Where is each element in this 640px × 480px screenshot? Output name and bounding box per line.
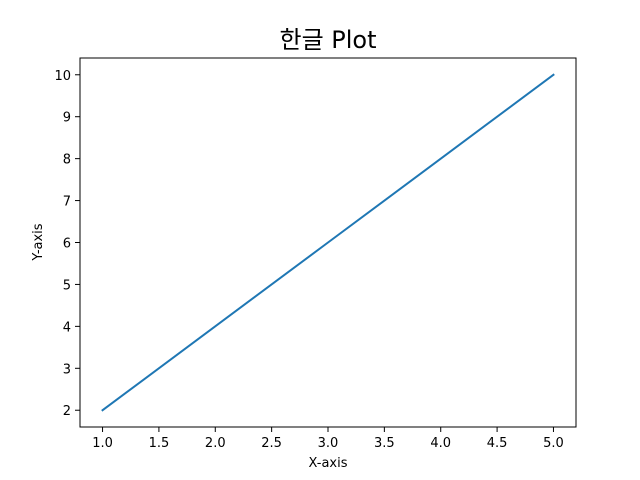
x-axis-label: X-axis bbox=[309, 456, 348, 471]
y-tick-label: 2 bbox=[63, 404, 71, 419]
x-tick-label: 1.0 bbox=[92, 436, 113, 451]
y-tick-label: 7 bbox=[63, 195, 71, 210]
y-tick-label: 6 bbox=[63, 237, 71, 252]
x-tick-label: 3.5 bbox=[374, 436, 395, 451]
series-layer bbox=[101, 73, 555, 412]
y-axis-label: Y-axis bbox=[31, 223, 46, 261]
x-tick-label: 2.0 bbox=[205, 436, 226, 451]
y-axis-ticks: 2 3 4 5 6 7 8 9 10 bbox=[54, 69, 80, 419]
x-tick-label: 4.5 bbox=[487, 436, 508, 451]
x-tick-label: 5.0 bbox=[543, 436, 564, 451]
plot-frame bbox=[79, 57, 577, 428]
y-tick-label: 9 bbox=[63, 111, 71, 126]
x-tick-label: 1.5 bbox=[149, 436, 170, 451]
y-tick-label: 8 bbox=[63, 153, 71, 168]
y-tick-label: 4 bbox=[63, 320, 71, 335]
series-line bbox=[101, 73, 555, 412]
y-tick-label: 10 bbox=[54, 69, 71, 84]
x-tick-label: 2.5 bbox=[261, 436, 282, 451]
x-axis-ticks: 1.0 1.5 2.0 2.5 3.0 3.5 4.0 4.5 5.0 bbox=[92, 427, 564, 451]
y-tick-label: 5 bbox=[63, 278, 71, 293]
x-tick-label: 3.0 bbox=[318, 436, 339, 451]
chart-title: 한글 Plot bbox=[279, 26, 376, 54]
x-tick-label: 4.0 bbox=[430, 436, 451, 451]
y-tick-label: 3 bbox=[63, 362, 71, 377]
